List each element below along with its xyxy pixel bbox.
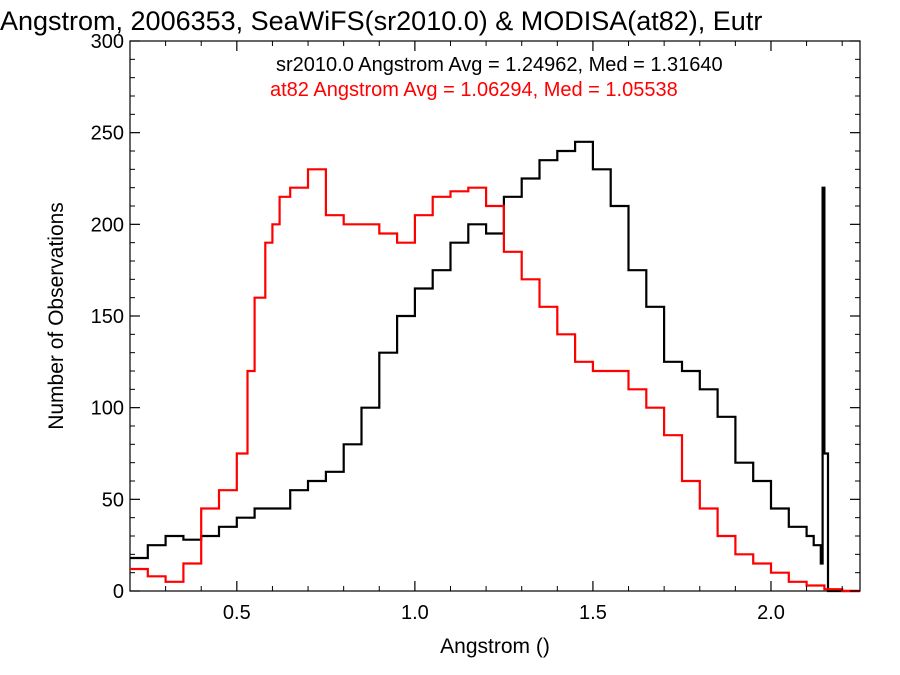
chart-title: Angstrom, 2006353, SeaWiFS(sr2010.0) & M… bbox=[0, 6, 762, 36]
plot-frame bbox=[129, 40, 861, 592]
y-tick-label: 100 bbox=[91, 398, 124, 420]
annotation-sr2010: sr2010.0 Angstrom Avg = 1.24962, Med = 1… bbox=[276, 54, 723, 76]
x-axis-label: Angstrom () bbox=[440, 635, 550, 658]
x-tick-label: 2.0 bbox=[757, 602, 785, 624]
y-axis-label: Number of Observations bbox=[45, 202, 68, 430]
y-tick-label: 150 bbox=[91, 306, 124, 328]
annotation-at82: at82 Angstrom Avg = 1.06294, Med = 1.055… bbox=[270, 79, 678, 101]
y-tick-label: 200 bbox=[91, 214, 124, 236]
x-tick-label: 1.5 bbox=[579, 602, 607, 624]
series-layer bbox=[130, 140, 860, 593]
series-line-0 bbox=[130, 140, 860, 593]
y-tick-label: 50 bbox=[102, 489, 124, 511]
y-tick-label: 250 bbox=[91, 123, 124, 145]
axes-layer: 0.5 1.0 1.5 2.0 0 50 100 150 200 250 300 bbox=[91, 31, 860, 624]
series-line-1 bbox=[130, 168, 860, 593]
x-tick-label: 0.5 bbox=[223, 602, 251, 624]
x-tick-label: 1.0 bbox=[401, 602, 429, 624]
y-tick-label: 300 bbox=[91, 31, 124, 53]
y-tick-label: 0 bbox=[113, 581, 124, 603]
